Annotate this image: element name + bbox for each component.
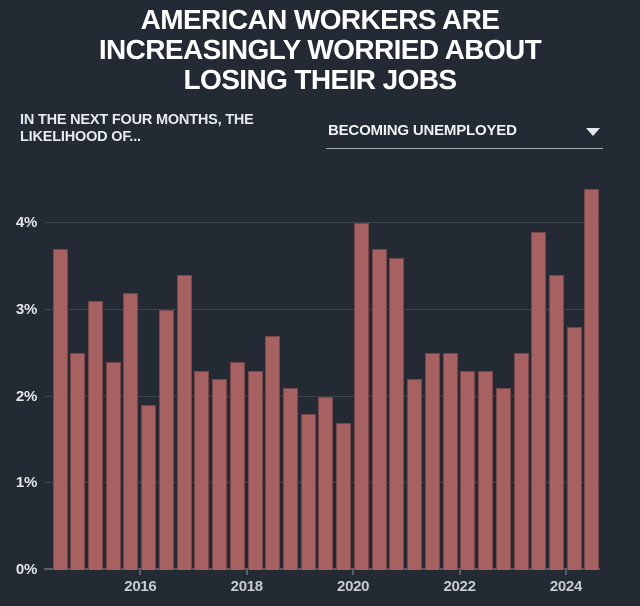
bar [584, 188, 600, 570]
x-tick-label: 2024 [549, 578, 583, 595]
x-tick-mark [139, 570, 142, 575]
bar [318, 396, 334, 570]
bar [424, 353, 440, 570]
x-tick-mark [458, 570, 461, 575]
y-tick-label: 0% [15, 561, 37, 578]
bar [353, 223, 369, 570]
y-tick-label: 2% [15, 387, 37, 405]
x-tick-label: 2018 [230, 578, 263, 595]
bar [70, 353, 86, 570]
y-gridline [44, 222, 600, 224]
bar [300, 413, 316, 570]
page-title: AMERICAN WORKERS ARE INCREASINGLY WORRIE… [0, 5, 640, 95]
bar [478, 370, 494, 570]
bar [336, 422, 352, 570]
bar [265, 335, 281, 570]
x-tick-mark [245, 570, 248, 575]
title-line-1: AMERICAN WORKERS ARE [140, 4, 500, 35]
x-tick-mark [352, 570, 355, 575]
bar [495, 387, 511, 570]
y-tick-label: 1% [15, 474, 37, 492]
bar [513, 353, 529, 570]
bar [123, 292, 139, 570]
bar [407, 379, 423, 570]
x-tick-label: 2022 [443, 578, 476, 595]
bar [283, 387, 299, 570]
bar [247, 370, 263, 570]
bar [176, 275, 192, 570]
bar [442, 353, 458, 570]
y-gridline [44, 308, 600, 310]
bar [371, 249, 387, 570]
bar [531, 231, 547, 570]
bar [548, 275, 564, 570]
title-line-3: LOSING THEIR JOBS [183, 64, 458, 95]
bar [229, 361, 245, 570]
bar [158, 309, 174, 570]
bar [105, 361, 121, 570]
bar [52, 249, 68, 570]
chart-subtitle: IN THE NEXT FOUR MONTHS, THE LIKELIHOOD … [20, 112, 254, 146]
metric-dropdown[interactable]: BECOMING UNEMPLOYED [326, 117, 603, 148]
bar [87, 301, 103, 570]
subtitle-line-2: LIKELIHOOD OF... [20, 129, 141, 145]
title-line-2: INCREASINGLY WORRIED ABOUT [98, 34, 542, 65]
bar [460, 370, 476, 570]
y-gridline [44, 395, 600, 397]
bar [389, 257, 405, 570]
bar [194, 370, 210, 570]
bar [212, 379, 228, 570]
y-tick-label: 3% [15, 300, 37, 318]
bar [141, 405, 157, 570]
subtitle-line-1: IN THE NEXT FOUR MONTHS, THE [20, 112, 254, 128]
y-tick-label: 4% [15, 214, 37, 232]
x-tick-label: 2016 [124, 578, 157, 595]
dropdown-underline [326, 148, 603, 149]
caret-down-icon [586, 128, 600, 136]
x-tick-mark [564, 570, 567, 575]
x-tick-label: 2020 [337, 578, 370, 595]
dropdown-selected-value: BECOMING UNEMPLOYED [328, 122, 517, 139]
bar [566, 327, 582, 570]
plot-area: 0% 1% 2% 3% 4% 2016 2018 2020 2022 2024 [16, 183, 600, 595]
